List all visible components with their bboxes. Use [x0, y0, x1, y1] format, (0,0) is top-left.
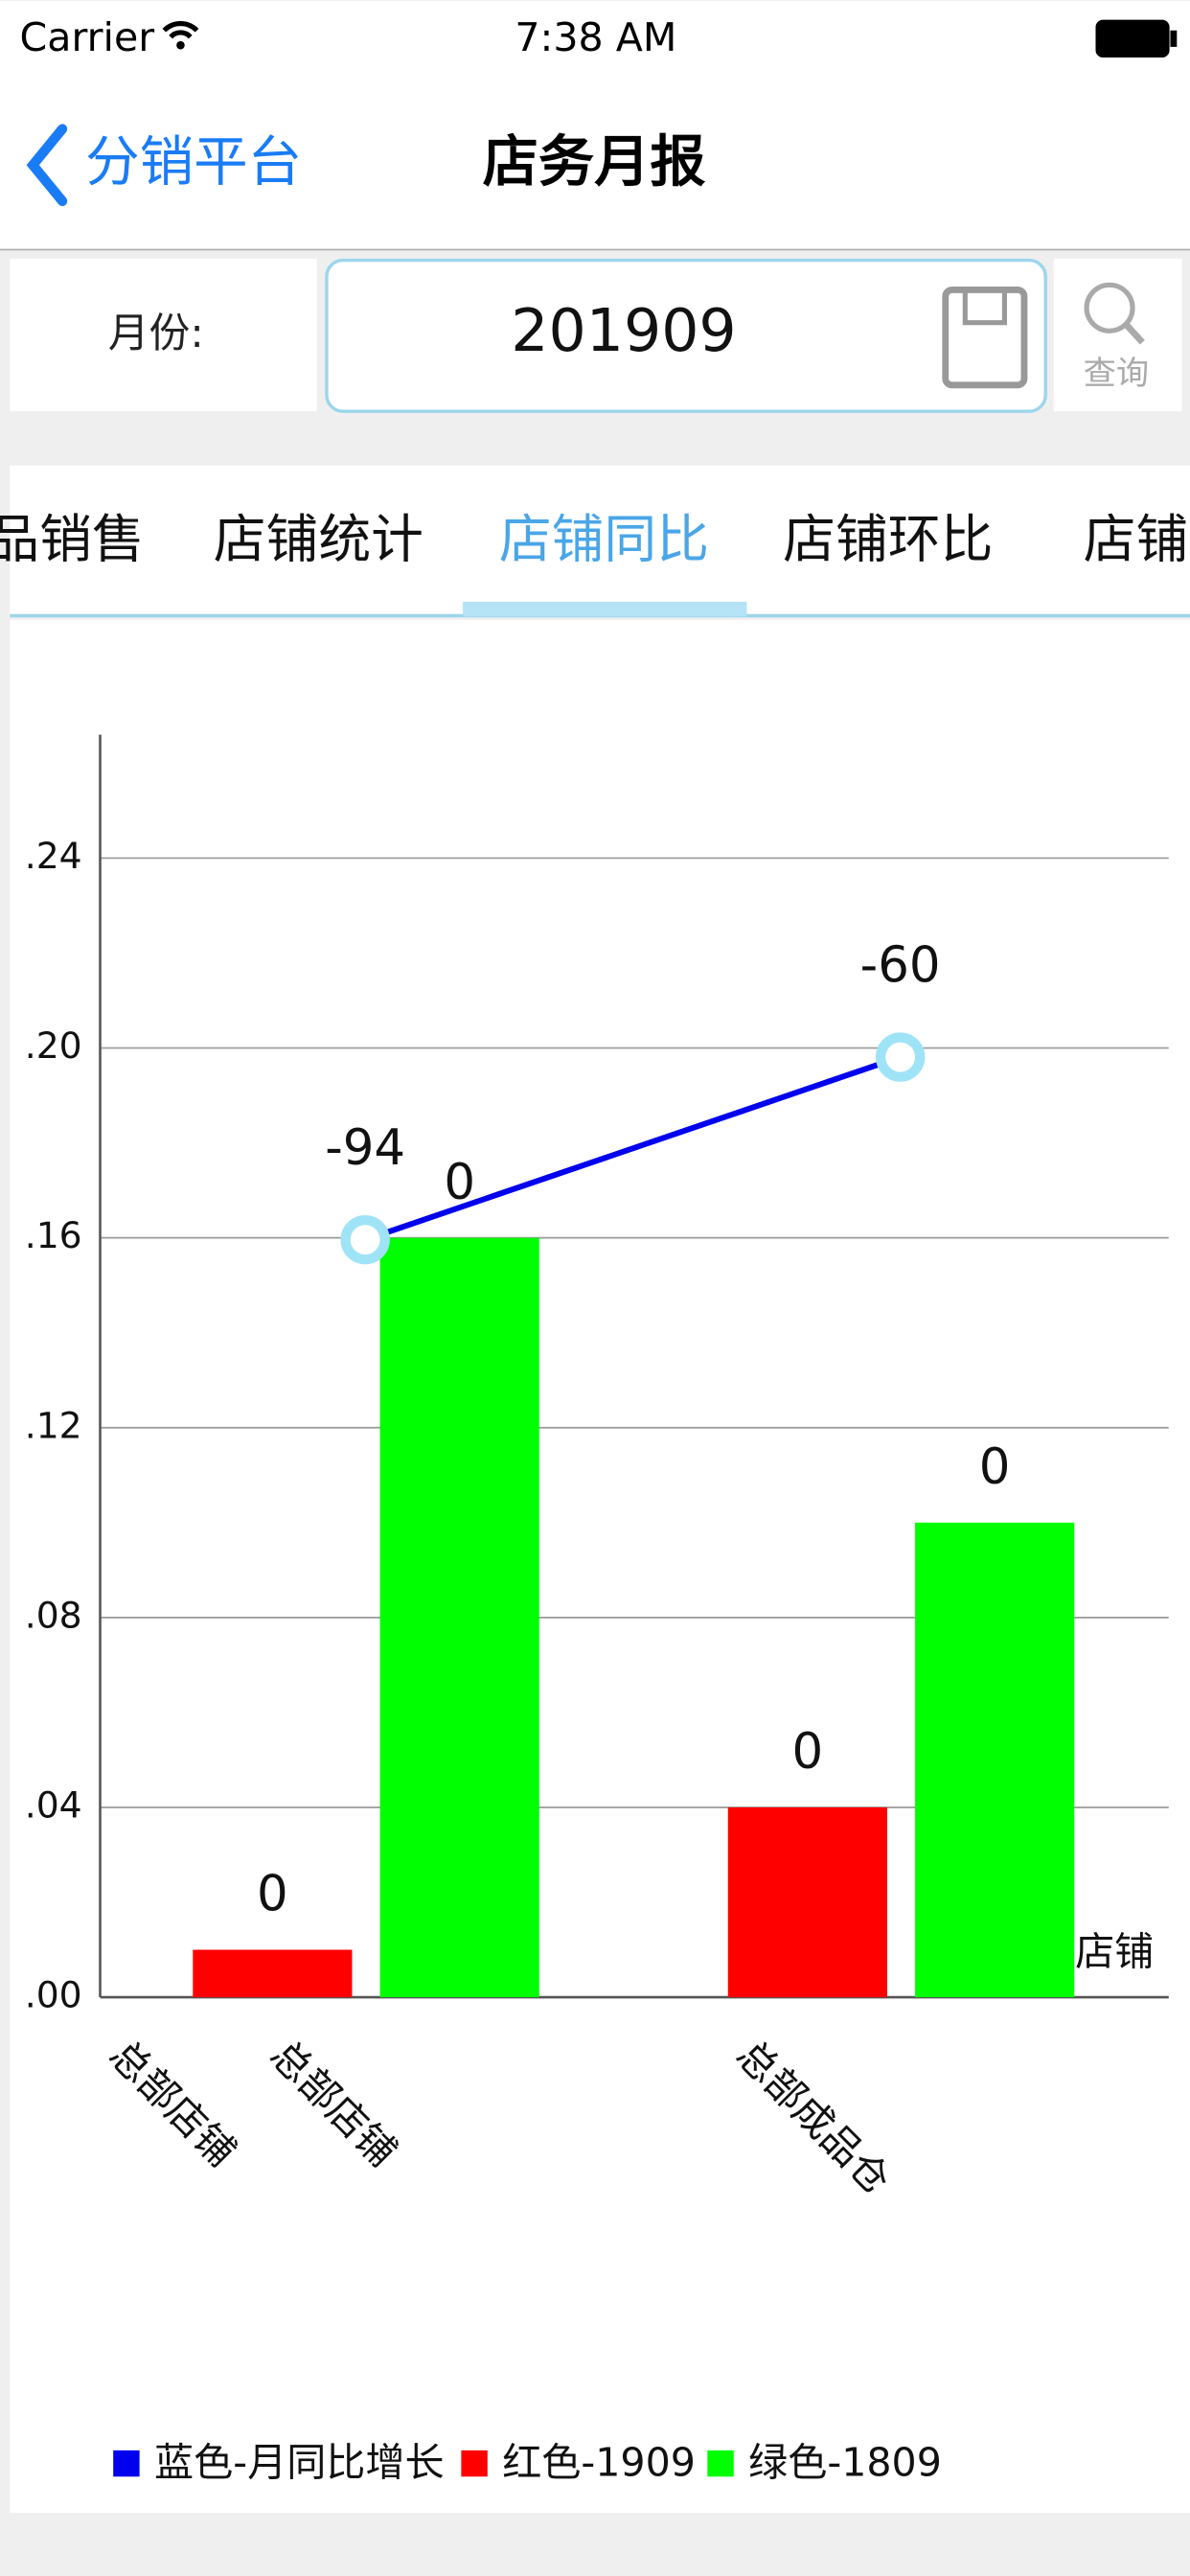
- legend-label: 蓝色-月同比增长: [154, 2439, 445, 2485]
- bar: [915, 1522, 1075, 1998]
- tab-indicator: [463, 601, 747, 617]
- save-icon[interactable]: [942, 287, 1028, 389]
- query-label: 查询: [1084, 355, 1150, 393]
- bar: [193, 1949, 353, 1998]
- nav-title: 店务月报: [483, 128, 706, 194]
- y-tick-label: .08: [25, 1594, 82, 1636]
- value-label: 0: [979, 1438, 1011, 1496]
- month-label: 月份:: [108, 310, 204, 357]
- floppy-shutter: [962, 287, 1007, 326]
- magnifier: [1084, 282, 1135, 334]
- tabs: 品销售 店铺统计 店铺同比 店铺环比 店铺: [0, 508, 1188, 569]
- value-label: -60: [860, 937, 941, 995]
- month-label-cell: [10, 258, 317, 412]
- legend-label: 绿色-1809: [748, 2439, 942, 2485]
- legend-swatch: [461, 2450, 488, 2477]
- bar: [379, 1237, 539, 1998]
- time: 7:38 AM: [515, 14, 676, 60]
- back-button[interactable]: 分销平台: [85, 131, 302, 194]
- tab[interactable]: 店铺: [1084, 508, 1189, 569]
- battery: [1095, 19, 1170, 58]
- legend-swatch: [113, 2450, 140, 2477]
- bar: [727, 1806, 887, 1998]
- line-point: [340, 1214, 390, 1265]
- back-chevron[interactable]: [26, 124, 68, 207]
- y-tick-label: .20: [25, 1024, 82, 1067]
- month-input[interactable]: [325, 258, 1047, 413]
- magnifier-handle: [1123, 322, 1145, 345]
- header-bg: [0, 0, 1190, 249]
- carrier: Carrier: [20, 14, 155, 60]
- line-point: [875, 1032, 926, 1082]
- value-label: 0: [792, 1723, 824, 1781]
- battery-tip: [1170, 30, 1178, 47]
- value-label: -94: [325, 1119, 405, 1177]
- tab[interactable]: 店铺同比: [499, 508, 709, 569]
- y-tick-label: .04: [25, 1783, 82, 1826]
- value-label: 0: [257, 1866, 288, 1923]
- y-tick-label: .16: [25, 1214, 82, 1256]
- tab-bar: [10, 465, 1190, 617]
- line: [364, 1054, 902, 1243]
- y-tick-label: .12: [25, 1404, 82, 1446]
- y-tick-label: .00: [25, 1974, 82, 2016]
- y-tick-label: .24: [25, 835, 82, 877]
- x-axis-label: 店铺: [1075, 1929, 1154, 1975]
- tab[interactable]: 品销售: [0, 508, 145, 569]
- legend-swatch: [707, 2450, 734, 2477]
- tab[interactable]: 店铺环比: [783, 508, 993, 569]
- legend-label: 红色-1909: [502, 2439, 696, 2485]
- month-value: 201909: [511, 296, 736, 365]
- tab[interactable]: 店铺统计: [214, 508, 423, 569]
- wifi-dot: [176, 40, 185, 50]
- wifi-icon: [162, 21, 199, 39]
